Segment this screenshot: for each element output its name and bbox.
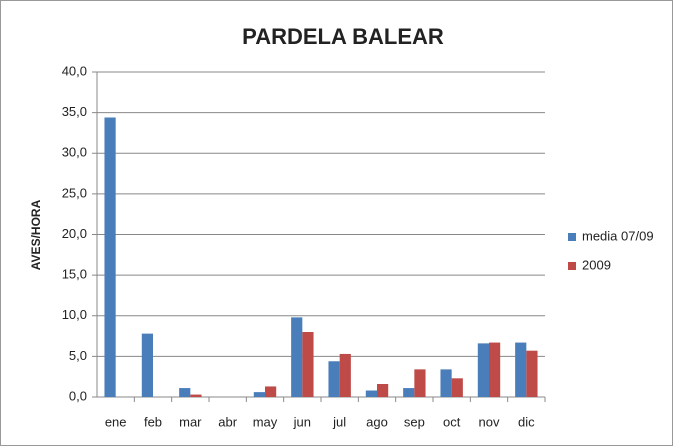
- bar: [141, 333, 153, 397]
- x-tick-label: nov: [479, 414, 500, 429]
- bar: [291, 317, 303, 397]
- x-tick-label: ago: [366, 414, 388, 429]
- x-tick-label: jun: [293, 414, 311, 429]
- bar: [302, 332, 314, 397]
- bar: [179, 388, 191, 397]
- bar: [515, 342, 527, 397]
- y-tick-label: 0,0: [69, 388, 87, 403]
- bar: [104, 117, 116, 397]
- bar: [253, 392, 265, 397]
- bar: [403, 388, 415, 397]
- bar: [377, 384, 389, 397]
- bar: [451, 378, 463, 397]
- legend-label: media 07/09: [582, 228, 654, 243]
- bar: [477, 343, 489, 397]
- legend-label: 2009: [582, 257, 611, 272]
- x-tick-label: dic: [518, 414, 535, 429]
- chart-title: PARDELA BALEAR: [242, 24, 444, 49]
- y-axis-label: AVES/HORA: [29, 199, 43, 270]
- x-tick-label: may: [253, 414, 278, 429]
- bar: [489, 342, 501, 397]
- x-tick-label: jul: [332, 414, 346, 429]
- x-tick-label: feb: [144, 414, 162, 429]
- bar: [440, 369, 452, 397]
- bar: [414, 369, 426, 397]
- bar: [328, 361, 340, 397]
- x-tick-label: abr: [218, 414, 237, 429]
- y-tick-label: 10,0: [62, 307, 87, 322]
- bar: [265, 386, 277, 397]
- y-tick-label: 5,0: [69, 348, 87, 363]
- bar: [365, 390, 377, 397]
- x-tick-label: oct: [443, 414, 461, 429]
- legend-swatch: [568, 262, 576, 270]
- y-tick-label: 20,0: [62, 226, 87, 241]
- bar: [190, 394, 202, 397]
- x-tick-label: ene: [105, 414, 127, 429]
- bar: [339, 353, 351, 397]
- legend-swatch: [568, 233, 576, 241]
- y-tick-label: 30,0: [62, 145, 87, 160]
- x-tick-label: mar: [179, 414, 202, 429]
- y-tick-label: 25,0: [62, 185, 87, 200]
- y-tick-label: 35,0: [62, 104, 87, 119]
- y-tick-label: 15,0: [62, 267, 87, 282]
- x-tick-label: sep: [404, 414, 425, 429]
- y-tick-label: 40,0: [62, 63, 87, 78]
- bar: [526, 350, 538, 397]
